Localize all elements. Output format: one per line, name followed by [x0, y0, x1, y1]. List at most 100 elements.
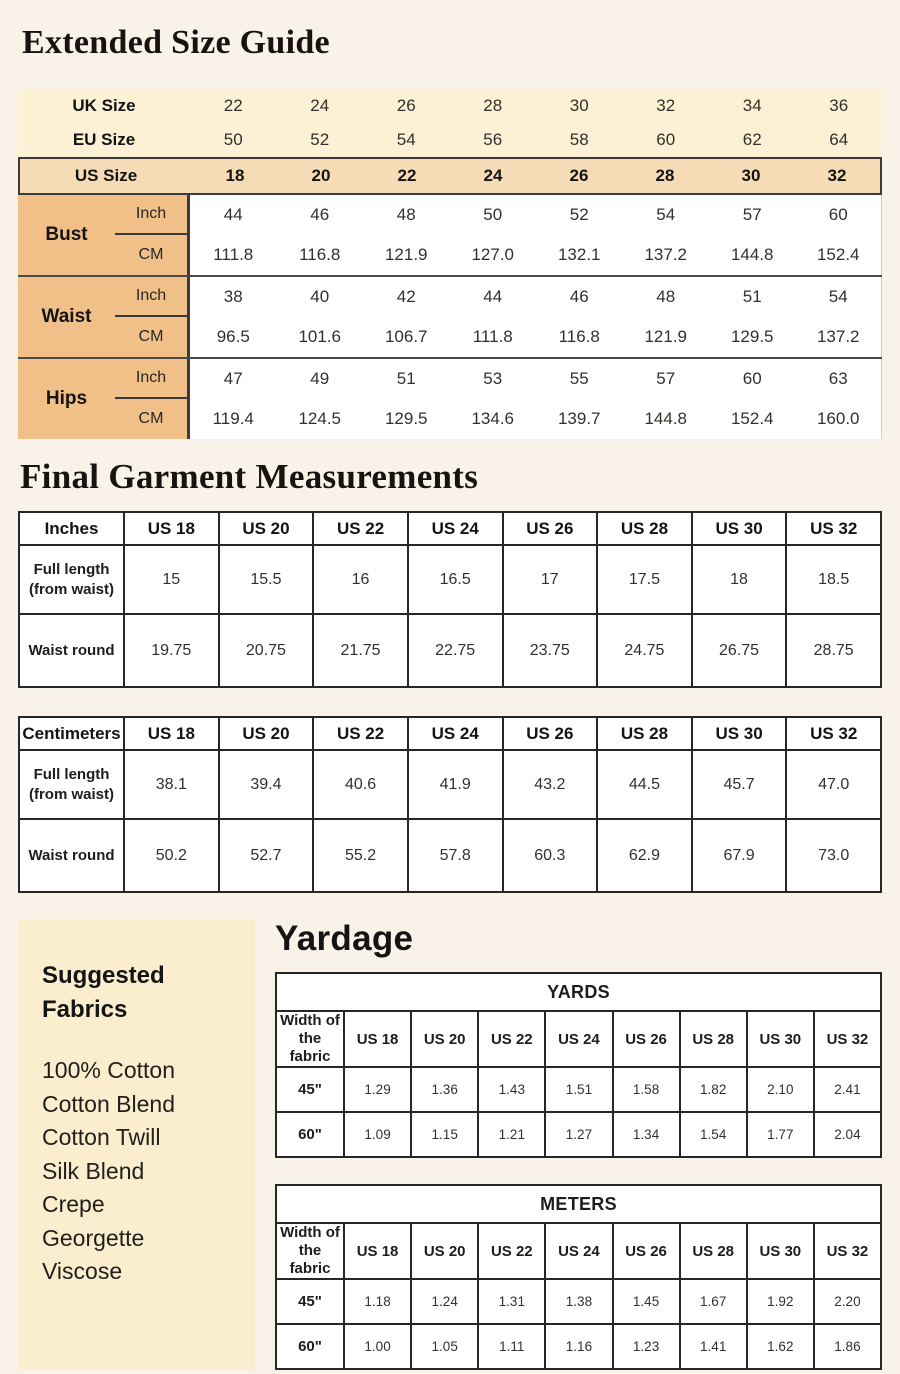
column-header: US 20 — [410, 1010, 480, 1068]
measurement-cell: 50 — [449, 195, 536, 235]
measurement-cell: 60 — [795, 195, 882, 235]
unit-corner-cell: Inches — [18, 511, 125, 546]
measurement-cell: 96.5 — [190, 317, 277, 357]
measurement-cell: 127.0 — [449, 235, 536, 275]
value-cell: 1.05 — [410, 1323, 480, 1370]
value-cell: 1.29 — [342, 1066, 413, 1113]
measurement-cell: 44 — [190, 195, 277, 235]
value-cell: 22.75 — [406, 613, 504, 688]
column-header: US 26 — [611, 1010, 681, 1068]
size-cell: 34 — [742, 96, 762, 115]
size-cell: 18 — [225, 166, 245, 185]
measurement-cell: 129.5 — [363, 399, 450, 439]
column-header: US 30 — [745, 1010, 815, 1068]
measurement-cell: 121.9 — [363, 235, 450, 275]
waist-measurement-group: Waist Inch 38 40 42 44 46 48 51 54 CM 96… — [18, 275, 882, 357]
value-cell: 62.9 — [596, 818, 693, 893]
column-header: US 26 — [501, 511, 599, 546]
unit-label-inch: Inch — [115, 277, 190, 317]
value-cell: 20.75 — [217, 613, 315, 688]
value-cell: 57.8 — [406, 818, 504, 893]
column-header: US 18 — [123, 511, 220, 546]
value-cell: 1.82 — [678, 1066, 748, 1113]
value-cell: 26.75 — [690, 613, 788, 688]
measurement-cell: 137.2 — [795, 317, 882, 357]
value-cell: 40.6 — [312, 749, 409, 820]
size-cell: 30 — [741, 166, 761, 185]
meters-table: METERS Width of the fabric US 18 US 20 U… — [275, 1184, 883, 1370]
value-cell: 1.31 — [477, 1278, 547, 1325]
measurement-cell: 40 — [276, 277, 363, 317]
unit-label-cm: CM — [115, 235, 190, 275]
value-cell: 45.7 — [690, 749, 788, 820]
hips-measurement-group: Hips Inch 47 49 51 53 55 57 60 63 CM 119… — [18, 357, 882, 439]
measurement-cell: 57 — [622, 359, 709, 399]
table-row: Full length (from waist) 38.1 39.4 40.6 … — [18, 749, 882, 820]
final-garment-measurements-title: Final Garment Measurements — [20, 457, 479, 496]
column-header: US 22 — [312, 716, 409, 751]
fabric-list: 100% Cotton Cotton Blend Cotton Twill Si… — [42, 1054, 239, 1289]
yardage-title: Yardage — [275, 919, 414, 958]
unit-corner-cell: Centimeters — [18, 716, 125, 751]
size-cell: 32 — [656, 96, 676, 115]
value-cell: 50.2 — [123, 818, 220, 893]
size-cell: 22 — [397, 166, 417, 185]
value-cell: 1.51 — [544, 1066, 614, 1113]
row-label: 45" — [275, 1066, 345, 1113]
size-cell: 28 — [655, 166, 675, 185]
value-cell: 1.18 — [342, 1278, 413, 1325]
column-header: US 28 — [678, 1010, 748, 1068]
value-cell: 1.24 — [410, 1278, 480, 1325]
table-row: 60" 1.00 1.05 1.11 1.16 1.23 1.41 1.62 1… — [275, 1323, 883, 1370]
value-cell: 1.77 — [745, 1111, 815, 1158]
row-label: Full length (from waist) — [18, 544, 125, 615]
measurement-cell: 51 — [709, 277, 796, 317]
size-cell: 24 — [483, 166, 503, 185]
measurement-cell: 144.8 — [622, 399, 709, 439]
column-header: US 22 — [477, 1222, 547, 1280]
value-cell: 73.0 — [785, 818, 882, 893]
table-title-row: YARDS — [275, 972, 882, 1012]
measurement-cell: 139.7 — [536, 399, 623, 439]
column-header: US 20 — [410, 1222, 480, 1280]
extended-size-guide-title: Extended Size Guide — [22, 24, 330, 61]
suggested-fabrics-title: Suggested Fabrics — [42, 962, 165, 1023]
row-label: Waist round — [18, 613, 125, 688]
group-label: Waist — [18, 277, 115, 357]
column-header: US 32 — [785, 716, 882, 751]
value-cell: 1.67 — [678, 1278, 748, 1325]
value-cell: 1.58 — [611, 1066, 681, 1113]
measurement-cell: 63 — [795, 359, 882, 399]
size-conversion-table: UK Size 22 24 26 28 30 32 34 36 EU Size … — [18, 89, 882, 439]
row-label: 60" — [275, 1323, 345, 1370]
value-cell: 1.21 — [477, 1111, 547, 1158]
size-cell: 60 — [656, 130, 676, 149]
garment-table-centimeters: Centimeters US 18 US 20 US 22 US 24 US 2… — [18, 716, 882, 893]
eu-size-label: EU Size — [72, 130, 136, 149]
value-cell: 1.92 — [745, 1278, 815, 1325]
row-label: Full length (from waist) — [18, 749, 125, 820]
table-row: Full length (from waist) 15 15.5 16 16.5… — [18, 544, 882, 615]
value-cell: 43.2 — [501, 749, 599, 820]
fabric-item: 100% Cotton — [42, 1057, 175, 1084]
value-cell: 1.62 — [745, 1323, 815, 1370]
fabric-width-corner-cell: Width of the fabric — [275, 1222, 345, 1280]
size-cell: 62 — [742, 130, 762, 149]
header-row: Width of the fabric US 18 US 20 US 22 US… — [275, 1010, 883, 1068]
fabric-item: Crepe — [42, 1191, 105, 1218]
value-cell: 18 — [690, 544, 788, 615]
table-row: 45" 1.18 1.24 1.31 1.38 1.45 1.67 1.92 2… — [275, 1278, 883, 1325]
value-cell: 23.75 — [501, 613, 599, 688]
size-cell: 54 — [396, 130, 416, 149]
measurement-cell: 106.7 — [363, 317, 450, 357]
measurement-cell: 44 — [449, 277, 536, 317]
value-cell: 17 — [501, 544, 599, 615]
value-cell: 47.0 — [785, 749, 882, 820]
value-cell: 16 — [312, 544, 409, 615]
size-cell: 26 — [569, 166, 589, 185]
column-header: US 24 — [544, 1222, 614, 1280]
size-cell: 28 — [483, 96, 503, 115]
size-cell: 52 — [310, 130, 330, 149]
measurement-cell: 116.8 — [276, 235, 363, 275]
column-header: US 20 — [217, 511, 315, 546]
